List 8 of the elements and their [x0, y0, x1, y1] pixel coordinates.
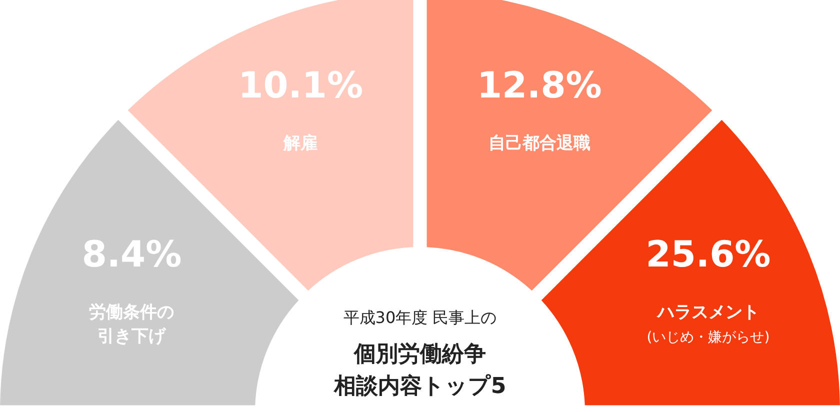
category-label: 解雇	[282, 134, 318, 154]
data-label: 25.6%	[646, 234, 771, 276]
category-label: 自己都合退職	[488, 134, 590, 154]
data-label: 12.8%	[476, 66, 602, 107]
data-label: 10.1%	[238, 66, 364, 107]
category-label: ハラスメント(いじめ・嫌がらせ)	[646, 302, 770, 346]
text: 個別労働紛争相談内容トップ5	[332, 342, 506, 399]
text: 平成30年度 民事上の	[343, 308, 497, 327]
